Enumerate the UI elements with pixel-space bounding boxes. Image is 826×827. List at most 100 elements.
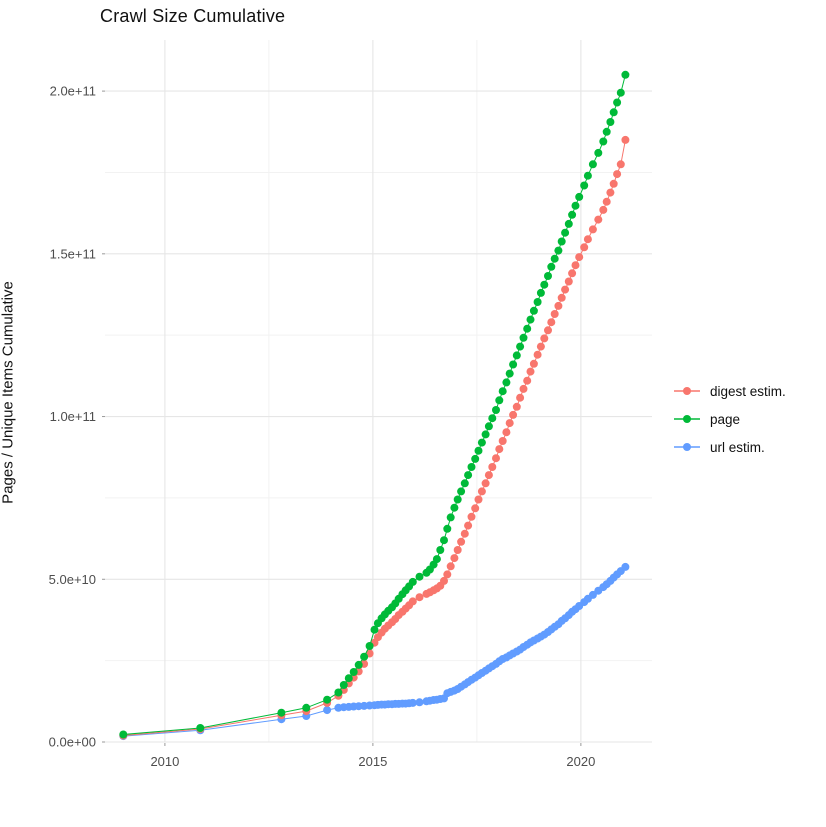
data-point-digest-estim-	[415, 593, 424, 602]
y-tick-label: 1.0e+11	[50, 409, 96, 424]
data-point-url-estim-	[588, 590, 597, 599]
legend-item-digest-estim-: digest estim.	[674, 377, 786, 405]
data-point-page	[519, 333, 528, 342]
data-point-page	[453, 495, 462, 504]
data-point-digest-estim-	[516, 393, 525, 402]
data-point-url-estim-	[408, 698, 417, 707]
data-point-digest-estim-	[529, 359, 538, 368]
data-point-digest-estim-	[481, 479, 490, 488]
data-point-digest-estim-	[443, 570, 452, 579]
legend-key-icon	[674, 387, 700, 395]
data-point-digest-estim-	[554, 301, 563, 310]
data-point-digest-estim-	[599, 205, 608, 214]
data-point-digest-estim-	[540, 334, 549, 343]
data-point-digest-estim-	[492, 454, 500, 463]
data-point-page	[464, 471, 473, 480]
data-point-digest-estim-	[547, 318, 556, 327]
data-point-digest-estim-	[602, 197, 611, 206]
legend-label: digest estim.	[710, 383, 786, 399]
data-point-digest-estim-	[495, 445, 504, 454]
data-point-page	[544, 272, 552, 280]
legend-label: url estim.	[710, 439, 765, 455]
data-point-page	[512, 351, 521, 360]
data-point-digest-estim-	[512, 402, 521, 411]
legend-label: page	[710, 411, 741, 427]
data-point-page	[564, 219, 573, 228]
data-point-page	[349, 668, 358, 676]
data-point-page	[502, 378, 511, 387]
y-tick-label: 5.0e+10	[49, 572, 96, 587]
data-point-digest-estim-	[588, 225, 597, 234]
data-point-digest-estim-	[613, 170, 622, 179]
data-point-digest-estim-	[505, 419, 514, 428]
data-point-page	[554, 246, 563, 255]
data-point-page	[440, 536, 448, 545]
data-point-page	[509, 360, 518, 369]
data-point-page	[471, 454, 480, 463]
legend: digest estim. page url estim.	[674, 377, 786, 461]
x-tick-label: 2015	[358, 754, 387, 769]
data-point-digest-estim-	[523, 376, 532, 385]
data-point-page	[432, 555, 441, 564]
data-point-page	[323, 695, 332, 704]
data-point-page	[446, 513, 455, 522]
data-point-digest-estim-	[408, 597, 417, 606]
x-tick-label: 2010	[150, 754, 179, 769]
data-point-page	[467, 463, 476, 471]
legend-item-page: page	[674, 405, 786, 433]
x-tick-label: 2020	[566, 754, 595, 769]
data-point-page	[523, 324, 532, 333]
chart-title: Crawl Size Cumulative	[100, 6, 286, 26]
data-point-digest-estim-	[616, 160, 625, 169]
data-point-page	[484, 422, 493, 431]
data-point-digest-estim-	[509, 410, 518, 419]
legend-item-url-estim-: url estim.	[674, 433, 786, 461]
data-point-page	[408, 577, 417, 586]
data-point-page	[588, 160, 597, 169]
data-point-digest-estim-	[498, 437, 507, 445]
data-point-page	[196, 724, 205, 732]
data-point-page	[616, 88, 625, 97]
y-tick-label: 2.0e+11	[50, 84, 96, 99]
data-point-page	[516, 342, 525, 351]
data-point-digest-estim-	[460, 529, 469, 538]
data-point-page	[571, 201, 580, 210]
data-point-digest-estim-	[621, 135, 630, 144]
data-point-digest-estim-	[453, 546, 462, 554]
data-point-digest-estim-	[464, 521, 473, 530]
data-point-page	[621, 70, 630, 79]
data-point-digest-estim-	[526, 367, 535, 376]
data-point-page	[498, 387, 507, 396]
legend-key-icon	[674, 415, 700, 423]
data-point-page	[339, 681, 348, 689]
data-point-page	[436, 546, 445, 554]
data-point-page	[599, 137, 608, 146]
data-point-page	[492, 406, 500, 414]
data-point-digest-estim-	[606, 188, 615, 197]
data-point-digest-estim-	[557, 293, 566, 302]
data-point-digest-estim-	[519, 384, 528, 393]
data-point-digest-estim-	[446, 562, 455, 571]
data-point-page	[354, 660, 363, 669]
data-point-digest-estim-	[594, 215, 603, 224]
data-point-digest-estim-	[609, 179, 618, 188]
data-point-page	[536, 288, 545, 297]
data-point-digest-estim-	[467, 512, 476, 521]
data-point-digest-estim-	[571, 261, 580, 270]
data-point-page	[550, 254, 559, 263]
data-point-digest-estim-	[575, 253, 584, 262]
data-point-url-estim-	[323, 706, 332, 715]
data-point-page	[443, 524, 452, 533]
data-point-digest-estim-	[477, 487, 486, 496]
data-point-url-estim-	[415, 698, 424, 707]
data-point-digest-estim-	[536, 342, 545, 351]
data-point-page	[119, 730, 128, 739]
y-tick-label: 0.0e+00	[49, 735, 96, 750]
data-point-digest-estim-	[502, 428, 511, 437]
data-point-page	[609, 108, 618, 117]
data-point-page	[495, 396, 504, 405]
data-point-page	[477, 438, 486, 447]
data-point-page	[602, 127, 611, 136]
data-point-page	[613, 98, 622, 107]
